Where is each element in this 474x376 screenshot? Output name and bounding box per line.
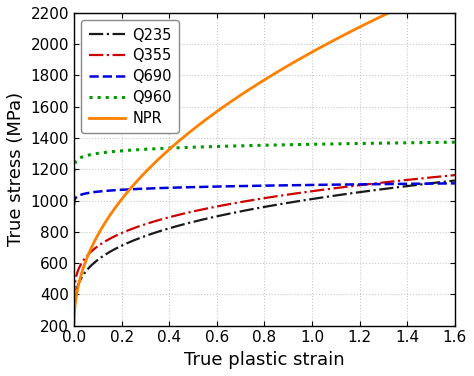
Q235	[441, 179, 447, 184]
Y-axis label: True stress (MPa): True stress (MPa)	[7, 92, 25, 246]
Q690	[441, 181, 447, 186]
Q960	[371, 141, 377, 146]
NPR	[71, 320, 77, 324]
Q690	[256, 183, 262, 188]
Q355	[71, 298, 77, 302]
Q235	[91, 261, 96, 266]
Q235	[441, 179, 447, 184]
Line: Q235: Q235	[74, 180, 455, 313]
Q690	[452, 181, 458, 186]
Q690	[371, 182, 377, 186]
Line: Q690: Q690	[74, 183, 455, 205]
NPR	[91, 241, 96, 246]
Q355	[441, 174, 447, 179]
Q690	[71, 203, 77, 208]
Q690	[441, 181, 447, 186]
Q355	[452, 173, 458, 177]
Q960	[441, 140, 447, 145]
Q355	[256, 197, 262, 201]
Q960	[441, 140, 447, 144]
Q235	[71, 311, 77, 315]
Q355	[91, 247, 96, 252]
Q235	[452, 178, 458, 183]
NPR	[246, 87, 252, 92]
Q235	[246, 208, 252, 212]
NPR	[371, 18, 377, 22]
X-axis label: True plastic strain: True plastic strain	[184, 351, 345, 369]
Line: Q960: Q960	[74, 142, 455, 171]
Q235	[256, 206, 262, 210]
Q960	[71, 169, 77, 174]
Q960	[256, 143, 262, 148]
Q960	[452, 140, 458, 144]
Q355	[246, 199, 252, 203]
Q960	[246, 143, 252, 148]
Q690	[91, 190, 96, 194]
Q960	[91, 152, 96, 156]
Q235	[371, 188, 377, 193]
Line: NPR: NPR	[74, 0, 455, 322]
Q355	[441, 174, 447, 179]
Q690	[246, 183, 252, 188]
NPR	[256, 81, 262, 85]
Line: Q355: Q355	[74, 175, 455, 300]
Q355	[371, 181, 377, 186]
Legend: Q235, Q355, Q690, Q960, NPR: Q235, Q355, Q690, Q960, NPR	[81, 20, 179, 133]
